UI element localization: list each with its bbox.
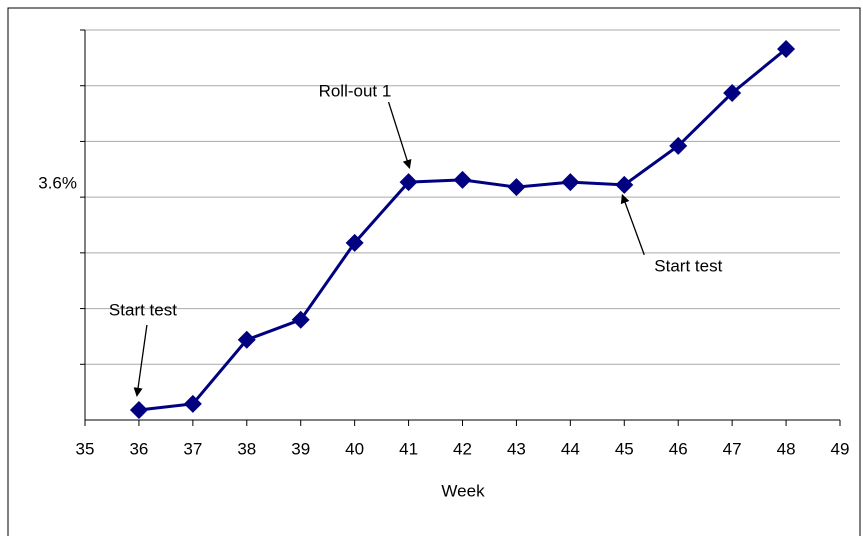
marker [129,400,148,419]
y-tick-label: 3.6% [38,174,77,193]
x-tick-label: 47 [723,439,742,458]
marker [777,39,796,58]
marker [561,173,580,192]
annotation-arrow [387,101,412,169]
marker [183,394,202,413]
x-tick-label: 48 [777,439,796,458]
x-tick-label: 39 [291,439,310,458]
chart-frame [7,7,861,536]
marker [507,178,526,197]
annotation: Roll-out 1 [319,82,392,101]
annotation-arrow [133,324,148,397]
annotation-arrow [620,194,645,256]
marker [453,170,472,189]
x-tick-label: 37 [183,439,202,458]
marker [345,233,364,252]
x-tick-label: 38 [237,439,256,458]
marker [723,83,742,102]
marker [237,330,256,349]
marker [615,175,634,194]
x-tick-label: 43 [507,439,526,458]
x-tick-label: 49 [831,439,850,458]
x-tick-label: 35 [76,439,95,458]
x-tick-label: 45 [615,439,634,458]
x-tick-label: 46 [669,439,688,458]
annotation: Start test [654,256,722,275]
x-tick-label: 44 [561,439,580,458]
x-tick-label: 42 [453,439,472,458]
x-tick-label: 36 [129,439,148,458]
x-tick-label: 41 [399,439,418,458]
marker [669,136,688,155]
marker [291,310,310,329]
marker [399,173,418,192]
x-axis-label: Week [441,481,485,500]
annotation: Start test [109,300,177,319]
line [138,47,788,412]
x-tick-label: 40 [345,439,364,458]
